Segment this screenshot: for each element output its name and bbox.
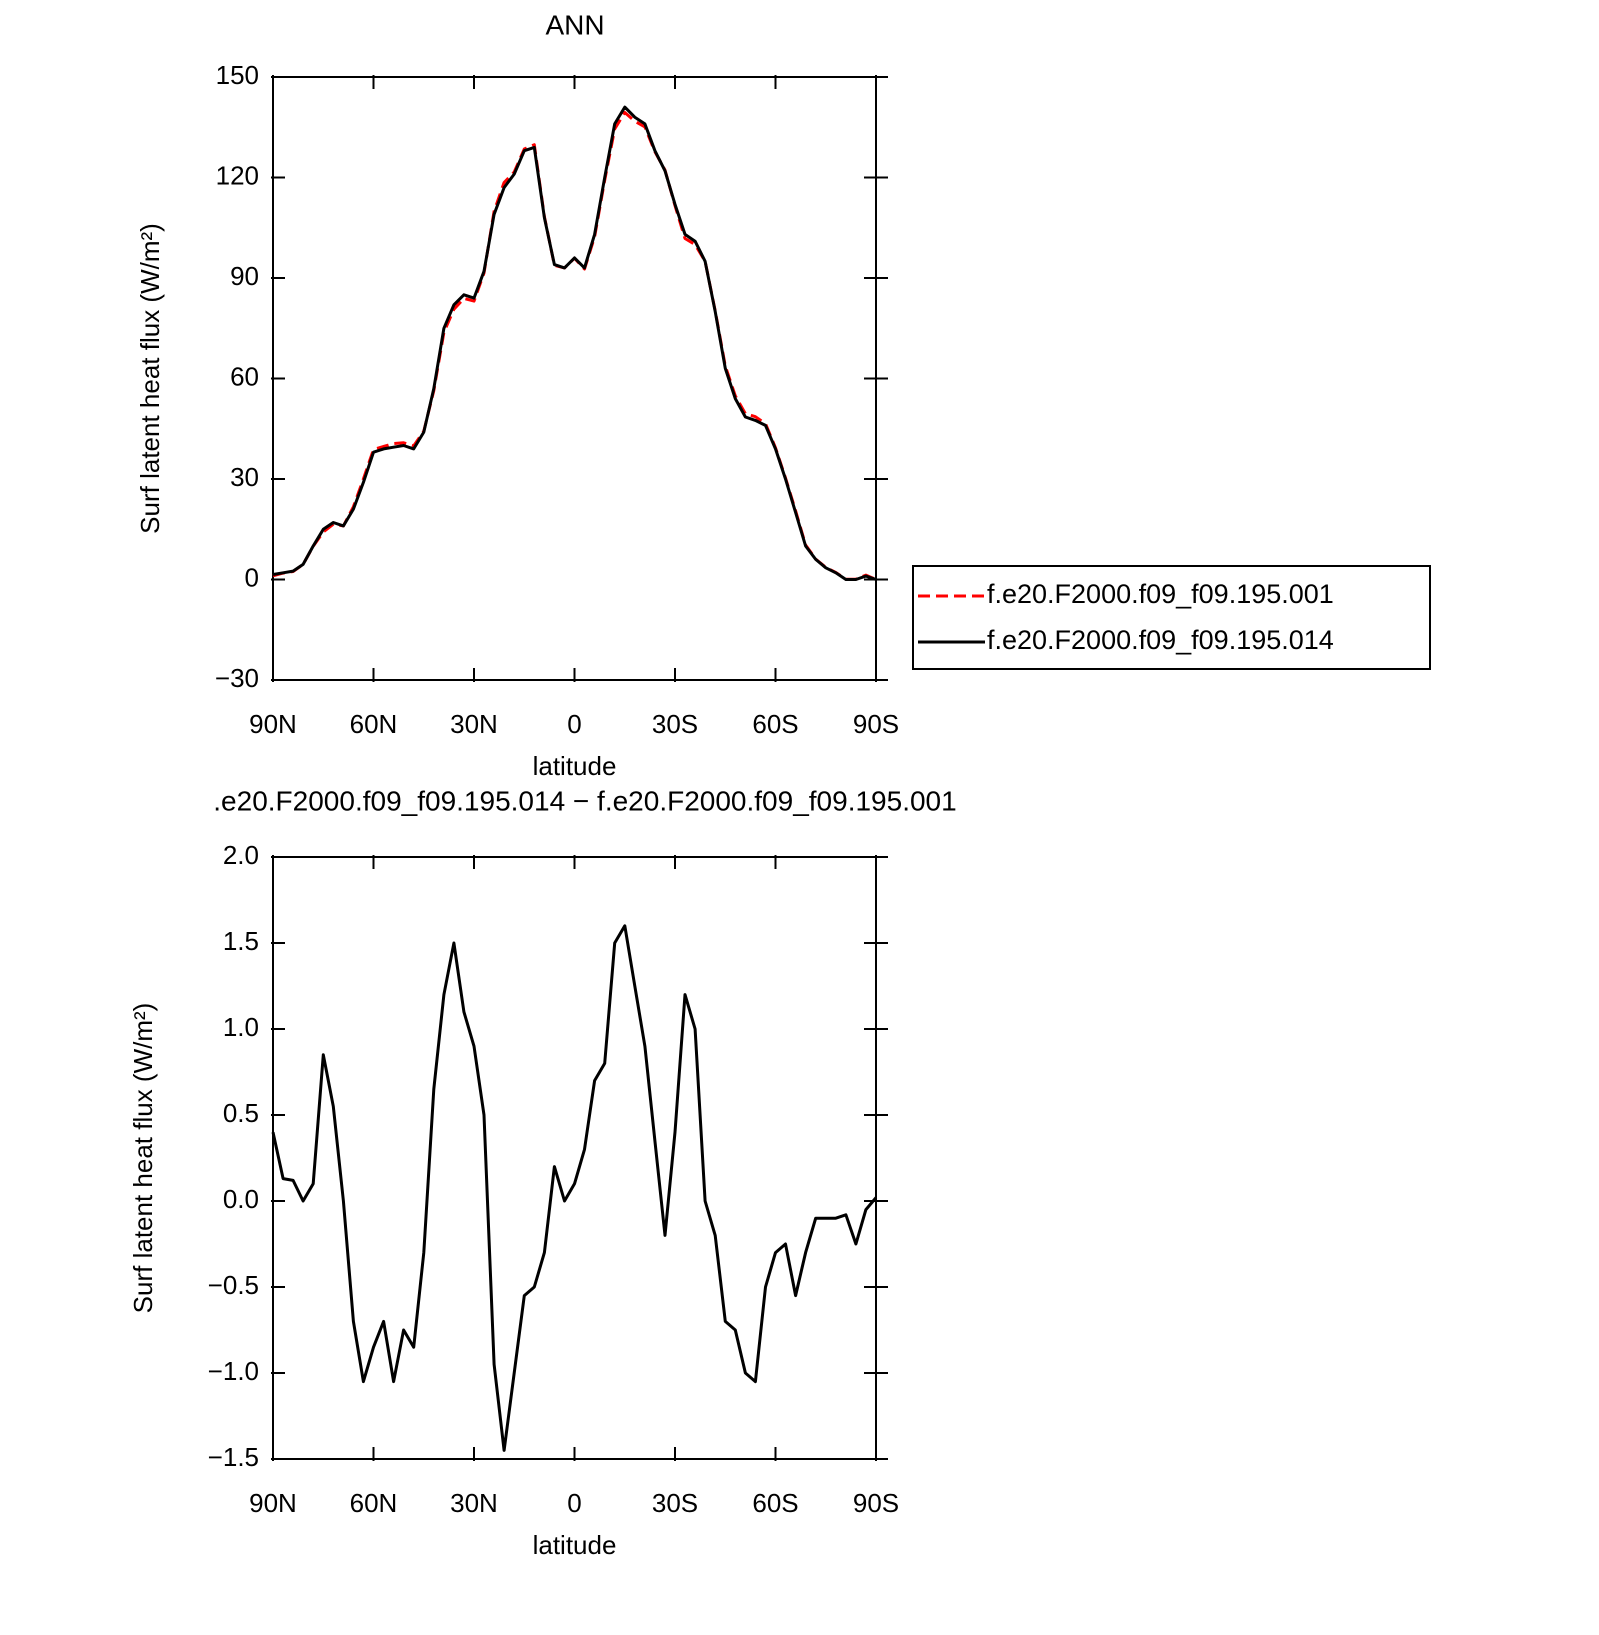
chart-title: .e20.F2000.f09_f09.195.014 − f.e20.F2000… [213,785,956,816]
x-tick-label: 30S [652,709,698,739]
data-line [271,924,878,1452]
data-line [272,111,877,581]
x-tick-label: 60S [752,709,798,739]
y-tick-label: 0 [245,562,259,592]
y-axis-label: Surf latent heat flux (W/m²) [135,223,165,534]
y-tick-label: 120 [216,160,259,190]
y-tick-label: 2.0 [223,840,259,870]
x-axis-label: latitude [533,751,617,781]
y-tick-label: 30 [230,462,259,492]
x-tick-label: 90N [249,1488,297,1518]
x-tick-label: 30S [652,1488,698,1518]
x-tick-label: 90S [853,1488,899,1518]
y-tick-label: −1.0 [208,1356,259,1386]
x-tick-label: 60N [350,709,398,739]
y-tick-label: 0.5 [223,1098,259,1128]
plot-frame [272,76,877,681]
legend-box [912,565,1431,670]
plot-frame [272,856,877,1460]
legend-label: f.e20.F2000.f09_f09.195.001 [987,579,1334,609]
x-tick-label: 30N [450,1488,498,1518]
x-tick-label: 0 [567,1488,581,1518]
y-axis-label: Surf latent heat flux (W/m²) [128,1003,158,1314]
x-tick-label: 60S [752,1488,798,1518]
y-tick-label: 1.0 [223,1012,259,1042]
x-axis-label: latitude [533,1530,617,1560]
x-tick-label: 90N [249,709,297,739]
y-tick-label: 0.0 [223,1184,259,1214]
x-tick-label: 0 [567,709,581,739]
y-tick-label: −30 [215,663,259,693]
y-tick-label: −1.5 [208,1442,259,1472]
chart-title: ANN [545,9,604,40]
data-line [272,105,877,581]
x-tick-label: 60N [350,1488,398,1518]
x-tick-label: 30N [450,709,498,739]
y-tick-label: 60 [230,361,259,391]
y-tick-label: 1.5 [223,926,259,956]
legend-label: f.e20.F2000.f09_f09.195.014 [987,625,1334,655]
y-tick-label: −0.5 [208,1270,259,1300]
x-tick-label: 90S [853,709,899,739]
y-tick-label: 90 [230,261,259,291]
y-tick-label: 150 [216,60,259,90]
